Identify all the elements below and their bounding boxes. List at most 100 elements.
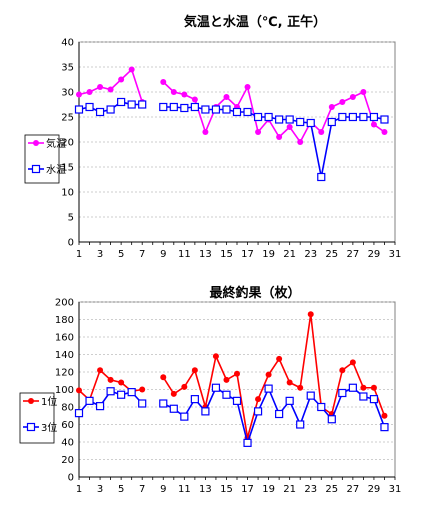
data-point [106, 387, 115, 396]
data-point [202, 129, 209, 135]
data-point [380, 423, 389, 432]
y-tick-label: 60 [61, 420, 74, 431]
data-point [169, 404, 178, 413]
data-point [275, 409, 284, 419]
data-point [297, 384, 304, 391]
data-point [349, 94, 356, 100]
data-point [265, 371, 272, 378]
data-point [381, 129, 388, 135]
data-point [285, 115, 294, 124]
data-point [180, 412, 189, 421]
y-tick-label: 5 [68, 213, 74, 224]
data-point [212, 353, 219, 360]
data-point [286, 379, 293, 386]
data-point [118, 379, 125, 386]
data-point [74, 409, 84, 418]
x-tick-label: 5 [118, 249, 124, 260]
data-point [349, 359, 356, 366]
data-point [244, 84, 251, 90]
y-tick-label: 120 [55, 368, 74, 379]
data-point [95, 402, 105, 411]
data-point [359, 112, 368, 122]
data-point [190, 102, 199, 112]
data-point [317, 402, 326, 412]
legend-label: 3位 [41, 421, 57, 434]
data-point [255, 129, 262, 135]
data-point [170, 390, 177, 397]
data-point [117, 97, 126, 107]
x-tick-label: 7 [139, 484, 145, 495]
data-point [107, 86, 114, 93]
data-point [211, 383, 221, 392]
x-tick-label: 31 [389, 249, 402, 260]
x-tick-label: 25 [325, 249, 338, 260]
x-tick-label: 21 [283, 249, 296, 260]
data-point [338, 112, 347, 122]
data-point [180, 103, 189, 113]
data-point [211, 105, 221, 114]
legend: 1位 3位 [19, 392, 57, 444]
y-tick-label: 10 [61, 188, 74, 199]
x-tick-label: 11 [178, 484, 191, 495]
legend-marker-first [28, 398, 34, 404]
data-point [97, 367, 104, 374]
data-point [296, 117, 305, 127]
data-point [117, 390, 126, 399]
y-tick-label: 25 [61, 113, 74, 124]
legend: 気温 水温 [24, 134, 66, 184]
x-tick-label: 1 [76, 249, 82, 260]
x-tick-label: 29 [368, 484, 381, 495]
data-point [76, 91, 82, 98]
x-tick-label: 15 [220, 249, 233, 260]
x-tick-label: 17 [241, 484, 254, 495]
data-point [360, 89, 367, 95]
y-tick-label: 40 [61, 438, 74, 449]
x-tick-label: 13 [199, 249, 212, 260]
data-point [223, 94, 230, 100]
data-point [222, 105, 231, 114]
x-tick-label: 29 [368, 249, 381, 260]
x-tick-label: 9 [160, 484, 166, 495]
x-tick-label: 15 [220, 484, 233, 495]
x-tick-label: 3 [97, 249, 103, 260]
x-tick-label: 13 [199, 484, 212, 495]
x-tick-label: 17 [241, 249, 254, 260]
x-tick-label: 11 [178, 249, 191, 260]
data-point [369, 112, 379, 122]
data-point [253, 112, 263, 122]
data-point [128, 66, 135, 73]
x-tick-label: 7 [139, 249, 145, 260]
x-tick-label: 27 [346, 484, 359, 495]
data-point [127, 388, 136, 397]
data-point [327, 117, 336, 127]
data-point [95, 107, 105, 117]
series-2 [74, 97, 389, 182]
chart-title: 最終釣果（枚） [209, 285, 300, 301]
data-point [160, 79, 167, 85]
data-point [360, 384, 367, 391]
data-point [338, 388, 347, 398]
data-point [201, 407, 210, 416]
x-tick-label: 21 [283, 484, 296, 495]
y-tick-label: 30 [61, 88, 74, 99]
data-point [243, 438, 252, 447]
data-point [85, 102, 94, 112]
data-point [264, 384, 273, 393]
y-tick-label: 140 [55, 350, 74, 361]
data-point [159, 399, 168, 408]
data-point [97, 84, 104, 90]
data-point [222, 390, 231, 399]
data-point [118, 76, 125, 83]
x-tick-label: 1 [76, 484, 82, 495]
y-tick-label: 180 [55, 315, 74, 326]
y-tick-label: 0 [68, 238, 74, 249]
legend-label: 1位 [41, 395, 57, 408]
data-point [253, 407, 263, 416]
data-point [370, 121, 377, 128]
data-point [170, 89, 177, 95]
data-point [306, 118, 315, 128]
data-point [223, 376, 230, 383]
data-point [139, 386, 146, 393]
data-point [243, 107, 252, 117]
